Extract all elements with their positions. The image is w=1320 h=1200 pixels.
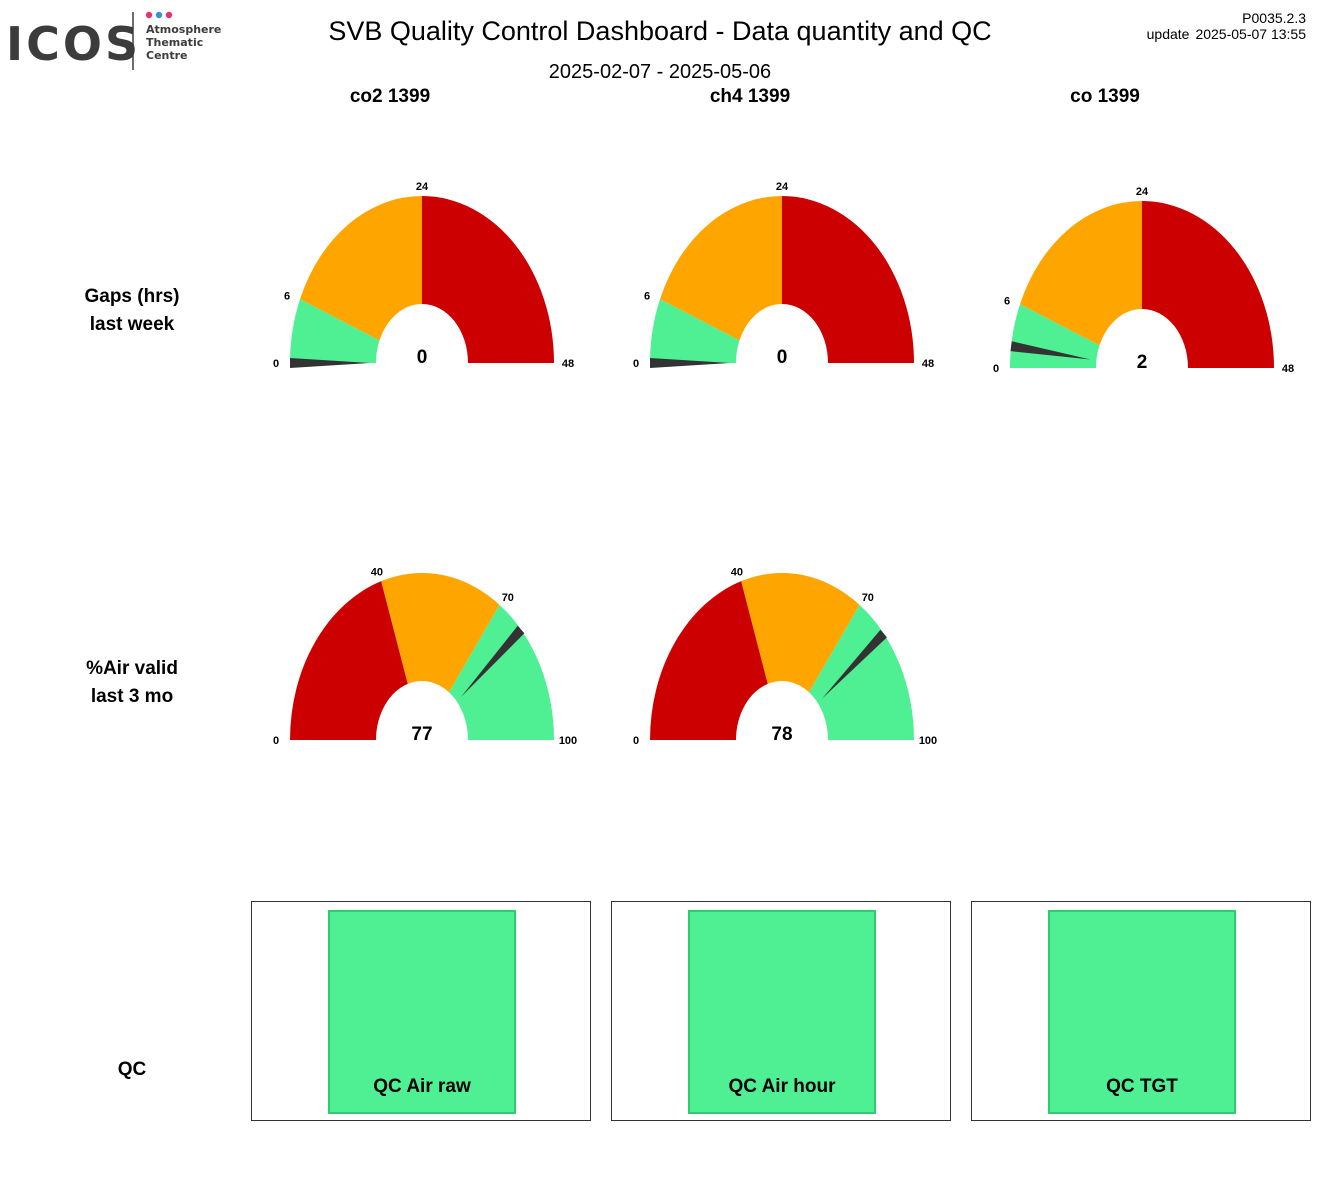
gauge-2-value-label: 0 bbox=[777, 347, 788, 368]
column-header-co: co 1399 bbox=[1070, 86, 1140, 107]
gauge-3-band-3 bbox=[1142, 201, 1274, 368]
gauge-1-band-2 bbox=[300, 196, 422, 341]
update-label: update bbox=[1146, 26, 1190, 42]
row-label-qc: QC bbox=[117, 1059, 147, 1080]
gauge-1-band-1 bbox=[290, 299, 380, 363]
logo-dot-pink bbox=[145, 11, 153, 19]
gauge-2-tick-label-1: 0 bbox=[633, 358, 639, 370]
gauge-2-band-1 bbox=[650, 299, 740, 363]
qc-panel-tgt: QC TGT bbox=[971, 901, 1311, 1121]
gauge-4-tick-label-2: 40 bbox=[371, 567, 383, 579]
gauge-3-tick-label-1: 0 bbox=[993, 363, 999, 375]
gauge-1-tick-label-1: 0 bbox=[273, 358, 279, 370]
logo-dot-blue bbox=[155, 11, 163, 19]
qc-label-air-raw: QC Air raw bbox=[373, 1076, 471, 1097]
gauge-5-band-1 bbox=[650, 581, 768, 740]
gauge-3-tick-label-2: 6 bbox=[1004, 295, 1010, 307]
gauge-3-tick-label-4: 48 bbox=[1282, 363, 1294, 375]
gauge-1-tick-label-3: 24 bbox=[416, 181, 429, 193]
qc-status-tile-tgt: QC TGT bbox=[1048, 910, 1236, 1114]
gauge-4-needle bbox=[461, 625, 525, 698]
gauge-5-tick-label-2: 40 bbox=[731, 567, 743, 579]
gauge-5-band-2 bbox=[741, 573, 860, 693]
gauge-5-tick-label-4: 100 bbox=[919, 735, 937, 747]
gauge-3-needle bbox=[1010, 341, 1091, 360]
gauge-1-value-label: 0 bbox=[417, 347, 428, 368]
gauge-5-needle bbox=[822, 629, 887, 699]
update-timestamp: update 2025-05-07 13:55 bbox=[1147, 26, 1306, 42]
gauge-4-band-2 bbox=[381, 573, 500, 693]
qc-status-tile-air-raw: QC Air raw bbox=[328, 910, 516, 1114]
gauge-1-band-3 bbox=[422, 196, 554, 363]
gauge-3-tick-label-3: 24 bbox=[1136, 186, 1149, 198]
version-label: P0035.2.3 bbox=[1242, 10, 1306, 26]
icos-logo: ICOS Atmosphere Thematic Centre bbox=[6, 11, 221, 71]
gauge-1-needle bbox=[290, 358, 370, 368]
qc-panel-air-hour: QC Air hour bbox=[611, 901, 951, 1121]
page-title: SVB Quality Control Dashboard - Data qua… bbox=[328, 16, 992, 46]
row-label-air-valid: %Air valid last 3 mo bbox=[32, 655, 232, 711]
gauge-5-tick-label-1: 0 bbox=[633, 735, 639, 747]
column-header-ch4: ch4 1399 bbox=[709, 86, 791, 107]
gauge-4-band-1 bbox=[290, 581, 408, 740]
gauge-1-tick-label-2: 6 bbox=[284, 290, 290, 302]
gauge-2-tick-label-2: 6 bbox=[644, 290, 650, 302]
qc-label-tgt: QC TGT bbox=[1106, 1076, 1178, 1097]
row-label-air-line2: last 3 mo bbox=[90, 686, 174, 707]
logo-subtitle-1: Atmosphere bbox=[146, 23, 221, 36]
gauge-4-tick-label-1: 0 bbox=[273, 735, 279, 747]
qc-status-tile-air-hour: QC Air hour bbox=[688, 910, 876, 1114]
update-value: 2025-05-07 13:55 bbox=[1195, 26, 1306, 42]
gauge-4-tick-label-4: 100 bbox=[559, 735, 577, 747]
logo-text: ICOS bbox=[6, 17, 141, 71]
gauge-1-tick-label-4: 48 bbox=[562, 358, 574, 370]
row-label-gaps-line1: Gaps (hrs) bbox=[84, 286, 180, 307]
gauge-2-band-2 bbox=[660, 196, 782, 341]
column-header-co2: co2 1399 bbox=[349, 86, 431, 107]
gauge-5-tick-label-3: 70 bbox=[862, 592, 874, 604]
gauge-2-tick-label-4: 48 bbox=[922, 358, 934, 370]
gauge-2-tick-label-3: 24 bbox=[776, 181, 789, 193]
gauge-2-band-3 bbox=[782, 196, 914, 363]
logo-dot-pink-2 bbox=[165, 11, 173, 19]
qc-panel-air-raw: QC Air raw bbox=[251, 901, 591, 1121]
gauge-4-value-label: 77 bbox=[411, 724, 432, 745]
gauge-4-band-3 bbox=[449, 604, 554, 740]
row-label-gaps-line2: last week bbox=[89, 314, 175, 335]
row-label-gaps: Gaps (hrs) last week bbox=[32, 283, 232, 339]
gauge-3-band-2 bbox=[1020, 201, 1142, 346]
gauge-5-value-label: 78 bbox=[771, 724, 792, 745]
gauge-2-needle bbox=[650, 358, 730, 368]
logo-subtitle-2: Thematic bbox=[146, 36, 203, 49]
gauge-4-tick-label-3: 70 bbox=[502, 592, 514, 604]
gauge-3-value-label: 2 bbox=[1137, 352, 1148, 373]
gauge-charts: 0 6 24 48 0 0 6 24 48 0 0 6 24 48 2 0 40 70 100 77 0 40 70 100 7… bbox=[273, 181, 1294, 747]
qc-label-air-hour: QC Air hour bbox=[728, 1076, 836, 1097]
gauge-5-band-3 bbox=[809, 604, 914, 740]
logo-subtitle-3: Centre bbox=[146, 49, 188, 62]
date-range: 2025-02-07 - 2025-05-06 bbox=[548, 61, 772, 83]
row-label-air-line1: %Air valid bbox=[86, 658, 178, 679]
